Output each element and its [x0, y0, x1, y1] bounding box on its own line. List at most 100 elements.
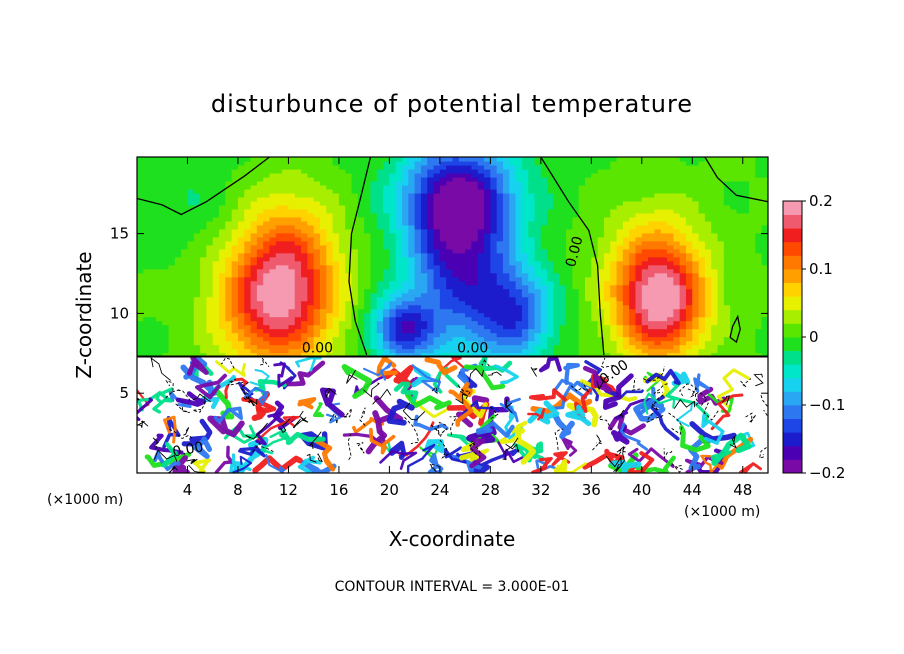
- field-cell: [723, 308, 731, 314]
- field-cell: [313, 168, 321, 174]
- field-cell: [553, 352, 561, 358]
- field-cell: [174, 164, 182, 170]
- field-cell: [307, 340, 315, 346]
- field-cell: [256, 224, 264, 230]
- field-cell: [496, 296, 504, 302]
- field-cell: [685, 240, 693, 246]
- field-cell: [225, 172, 233, 178]
- field-cell: [370, 324, 378, 330]
- field-cell: [654, 332, 662, 338]
- field-cell: [219, 204, 226, 210]
- field-cell: [692, 232, 700, 238]
- field-cell: [395, 256, 403, 262]
- field-cell: [559, 160, 567, 166]
- field-cell: [155, 212, 163, 218]
- field-cell: [471, 196, 479, 202]
- field-cell: [231, 244, 239, 250]
- field-cell: [490, 168, 498, 174]
- field-cell: [433, 340, 441, 346]
- field-cell: [603, 220, 611, 226]
- field-cell: [635, 212, 643, 218]
- field-cell: [200, 340, 208, 346]
- field-cell: [433, 208, 441, 214]
- field-cell: [439, 168, 447, 174]
- field-cell: [755, 212, 763, 218]
- field-cell: [610, 332, 618, 338]
- field-cell: [711, 224, 719, 230]
- field-cell: [383, 168, 390, 174]
- field-cell: [282, 244, 290, 250]
- field-cell: [181, 168, 189, 174]
- field-cell: [364, 188, 372, 194]
- field-cell: [496, 200, 504, 206]
- field-cell: [427, 164, 435, 170]
- field-cell: [307, 252, 315, 258]
- field-cell: [667, 292, 674, 298]
- field-cell: [143, 324, 151, 330]
- field-cell: [231, 256, 239, 262]
- field-cell: [749, 160, 756, 166]
- field-cell: [408, 220, 416, 226]
- field-cell: [370, 204, 378, 210]
- field-cell: [446, 280, 454, 286]
- field-cell: [749, 212, 756, 218]
- field-cell: [654, 336, 662, 342]
- field-cell: [502, 264, 510, 270]
- field-cell: [559, 332, 567, 338]
- field-cell: [206, 176, 214, 182]
- field-cell: [439, 184, 447, 190]
- field-cell: [622, 157, 630, 162]
- field-cell: [275, 276, 283, 282]
- field-cell: [528, 212, 536, 218]
- field-cell: [654, 300, 662, 306]
- field-cell: [654, 196, 662, 202]
- field-cell: [616, 296, 624, 302]
- field-cell: [553, 188, 561, 194]
- field-cell: [200, 160, 208, 166]
- field-cell: [338, 212, 346, 218]
- field-cell: [641, 172, 649, 178]
- field-cell: [383, 284, 390, 290]
- field-cell: [761, 336, 768, 342]
- field-cell: [395, 324, 403, 330]
- field-cell: [168, 288, 176, 294]
- field-cell: [597, 292, 605, 298]
- field-cell: [162, 260, 170, 266]
- field-cell: [635, 308, 643, 314]
- field-cell: [439, 164, 447, 170]
- field-cell: [502, 296, 510, 302]
- field-cell: [591, 276, 599, 282]
- field-cell: [420, 157, 428, 162]
- field-cell: [193, 216, 201, 222]
- field-cell: [458, 236, 466, 242]
- field-cell: [755, 244, 763, 250]
- field-cell: [629, 328, 637, 334]
- field-cell: [648, 272, 656, 278]
- field-cell: [641, 280, 649, 286]
- field-cell: [187, 244, 195, 250]
- field-cell: [515, 352, 523, 358]
- field-cell: [275, 256, 283, 262]
- field-cell: [717, 192, 725, 198]
- field-cell: [761, 236, 768, 242]
- field-cell: [749, 268, 756, 274]
- field-cell: [629, 280, 637, 286]
- field-cell: [603, 232, 611, 238]
- field-cell: [357, 180, 365, 186]
- field-cell: [610, 296, 618, 302]
- field-cell: [471, 336, 479, 342]
- field-cell: [465, 348, 473, 354]
- field-cell: [559, 328, 567, 334]
- field-cell: [572, 348, 580, 354]
- field-cell: [749, 228, 756, 234]
- field-cell: [736, 316, 744, 322]
- field-cell: [294, 172, 302, 178]
- field-cell: [553, 300, 561, 306]
- field-cell: [326, 224, 334, 230]
- field-cell: [484, 272, 491, 278]
- field-cell: [742, 164, 750, 170]
- field-cell: [269, 300, 277, 306]
- field-cell: [654, 157, 662, 162]
- field-cell: [711, 340, 719, 346]
- field-cell: [597, 312, 605, 318]
